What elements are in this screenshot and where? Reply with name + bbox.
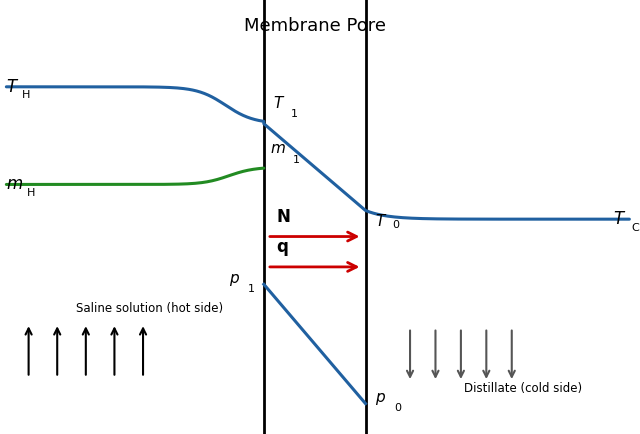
Text: 0: 0 (392, 220, 399, 230)
Text: $T$: $T$ (614, 210, 627, 228)
Text: $T$: $T$ (273, 95, 285, 111)
Text: q: q (276, 238, 289, 256)
Text: $m$: $m$ (270, 141, 286, 156)
Text: $T$: $T$ (6, 78, 20, 96)
Text: $m$: $m$ (6, 175, 24, 194)
Text: Membrane Pore: Membrane Pore (244, 17, 386, 35)
Text: C: C (631, 223, 639, 233)
Text: 1: 1 (291, 109, 298, 119)
Text: Distillate (cold side): Distillate (cold side) (464, 382, 582, 395)
Text: Saline solution (hot side): Saline solution (hot side) (76, 302, 223, 315)
Text: H: H (27, 188, 35, 198)
Text: $p$: $p$ (375, 391, 386, 407)
Text: H: H (22, 90, 31, 101)
Text: 1: 1 (292, 155, 300, 165)
Text: N: N (276, 208, 291, 226)
Text: $T$: $T$ (375, 213, 387, 229)
Text: 0: 0 (394, 403, 401, 413)
Text: $p$: $p$ (229, 272, 240, 288)
Text: 1: 1 (248, 283, 255, 294)
